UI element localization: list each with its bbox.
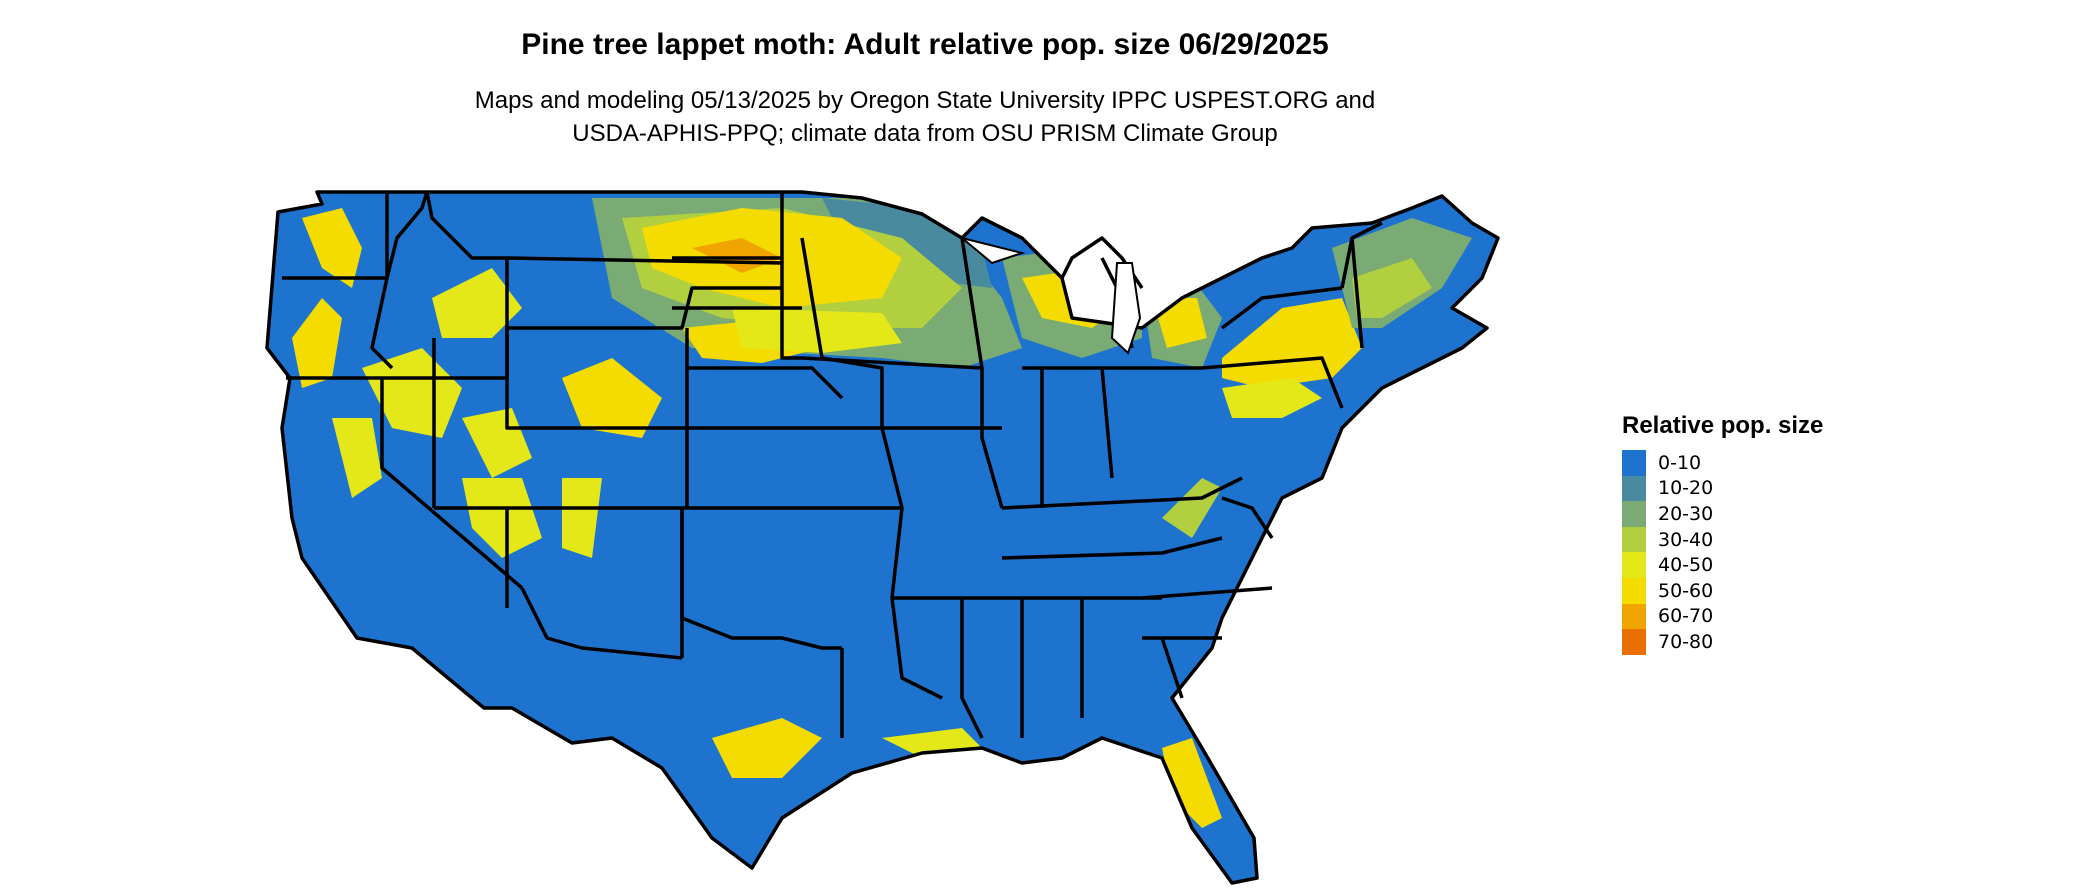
zone-sierra-yellow: [332, 418, 382, 498]
legend: Relative pop. size 0-10 10-20 20-30 30-4…: [1622, 412, 1862, 655]
legend-swatch: [1622, 526, 1646, 553]
zone-co-yellow: [562, 358, 662, 438]
legend-label: 40-50: [1658, 554, 1714, 577]
zone-fl-yellow: [1162, 738, 1222, 828]
zone-great-basin-yellow: [362, 348, 462, 438]
zone-nm-yellow: [562, 478, 602, 558]
state-borders: [265, 190, 1500, 885]
legend-item: 70-80: [1622, 629, 1862, 655]
legend-swatch: [1622, 603, 1646, 630]
legend-swatch: [1622, 475, 1646, 502]
zone-pa-yellow: [1222, 378, 1322, 418]
legend-item: 20-30: [1622, 501, 1862, 527]
zone-ut-yellow: [462, 408, 532, 478]
legend-item: 40-50: [1622, 552, 1862, 578]
legend-swatch: [1622, 629, 1646, 655]
legend-label: 70-80: [1658, 630, 1714, 653]
map-title: Pine tree lappet moth: Adult relative po…: [521, 28, 1329, 61]
legend-title: Relative pop. size: [1622, 412, 1824, 439]
legend-label: 0-10: [1658, 451, 1702, 474]
legend-item: 30-40: [1622, 526, 1862, 553]
zone-ny-yellow: [1222, 298, 1362, 388]
zone-appalachian-lime: [1162, 478, 1222, 538]
legend-swatch: [1622, 552, 1646, 578]
legend-swatch: [1622, 577, 1646, 604]
legend-item: 60-70: [1622, 603, 1862, 630]
legend-item: 10-20: [1622, 475, 1862, 502]
legend-item: 50-60: [1622, 577, 1862, 604]
legend-label: 60-70: [1658, 605, 1714, 628]
us-map: [262, 178, 1582, 890]
legend-label: 10-20: [1658, 477, 1714, 500]
map-subtitle: Maps and modeling 05/13/2025 by Oregon S…: [0, 84, 1850, 150]
legend-swatch: [1622, 450, 1646, 476]
subtitle-line-1: Maps and modeling 05/13/2025 by Oregon S…: [474, 87, 1376, 114]
zone-or-yellow: [292, 298, 342, 388]
legend-item: 0-10: [1622, 450, 1862, 476]
lakes: [961, 237, 1142, 355]
legend-label: 50-60: [1658, 579, 1714, 602]
zone-az-yellow: [462, 478, 542, 558]
subtitle-line-2: USDA-APHIS-PPQ; climate data from OSU PR…: [572, 120, 1278, 147]
legend-swatch: [1622, 501, 1646, 527]
zone-ne-lime: [1352, 258, 1432, 318]
legend-label: 20-30: [1658, 502, 1714, 525]
legend-label: 30-40: [1658, 528, 1714, 551]
zone-gulf-yellow: [712, 718, 822, 778]
zone-id-yellow: [432, 268, 522, 338]
zone-wa-yellow: [302, 208, 362, 288]
